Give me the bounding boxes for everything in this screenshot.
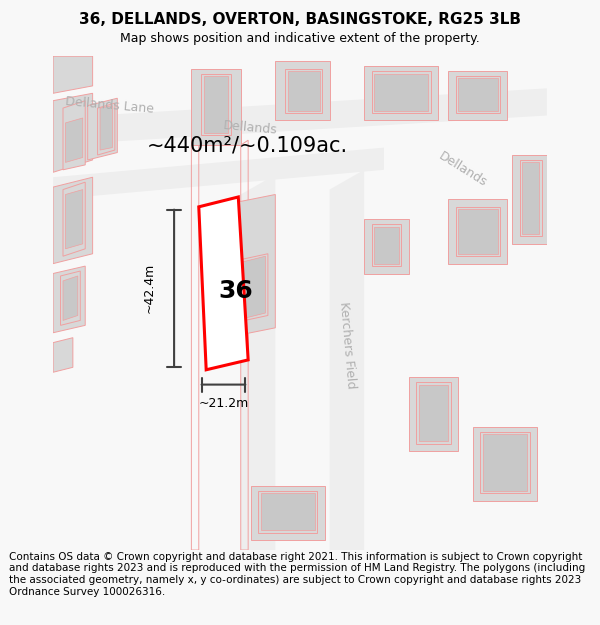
Polygon shape	[448, 71, 508, 121]
Text: Dellands Lane: Dellands Lane	[65, 95, 155, 116]
Polygon shape	[241, 175, 275, 550]
Polygon shape	[100, 106, 112, 150]
Polygon shape	[53, 177, 92, 264]
Polygon shape	[480, 431, 530, 493]
Polygon shape	[275, 61, 329, 121]
Polygon shape	[204, 76, 229, 132]
Polygon shape	[482, 434, 527, 491]
Polygon shape	[329, 170, 364, 550]
Polygon shape	[63, 276, 78, 321]
Polygon shape	[458, 209, 497, 254]
Polygon shape	[285, 69, 322, 113]
Polygon shape	[53, 56, 92, 93]
Polygon shape	[473, 426, 537, 501]
Polygon shape	[63, 101, 85, 170]
Text: 36: 36	[218, 279, 253, 302]
Polygon shape	[374, 227, 399, 264]
Polygon shape	[251, 486, 325, 540]
Polygon shape	[98, 103, 115, 155]
Polygon shape	[65, 189, 83, 249]
Polygon shape	[374, 74, 428, 111]
Polygon shape	[236, 256, 265, 321]
Polygon shape	[455, 76, 500, 113]
Polygon shape	[233, 254, 268, 323]
Text: Map shows position and indicative extent of the property.: Map shows position and indicative extent…	[120, 32, 480, 45]
Text: 36, DELLANDS, OVERTON, BASINGSTOKE, RG25 3LB: 36, DELLANDS, OVERTON, BASINGSTOKE, RG25…	[79, 11, 521, 26]
Text: Kerchers Field: Kerchers Field	[337, 301, 357, 389]
Polygon shape	[520, 160, 542, 236]
Polygon shape	[512, 155, 547, 244]
Polygon shape	[371, 224, 401, 266]
Polygon shape	[364, 66, 438, 121]
Polygon shape	[416, 382, 451, 444]
Text: ~440m²/~0.109ac.: ~440m²/~0.109ac.	[147, 135, 348, 155]
Polygon shape	[65, 118, 83, 162]
Polygon shape	[364, 219, 409, 274]
Text: Dellands: Dellands	[223, 119, 278, 137]
Polygon shape	[419, 384, 448, 441]
Polygon shape	[260, 493, 315, 530]
Polygon shape	[201, 74, 231, 135]
Polygon shape	[53, 338, 73, 372]
Polygon shape	[226, 194, 275, 338]
Polygon shape	[409, 377, 458, 451]
Polygon shape	[63, 182, 85, 256]
Polygon shape	[522, 162, 539, 234]
Polygon shape	[199, 197, 248, 370]
Text: ~21.2m: ~21.2m	[199, 397, 248, 410]
Polygon shape	[287, 71, 320, 111]
Polygon shape	[53, 88, 547, 145]
Text: Dellands: Dellands	[436, 150, 490, 190]
Polygon shape	[53, 148, 384, 199]
Polygon shape	[455, 207, 500, 256]
Text: Contains OS data © Crown copyright and database right 2021. This information is : Contains OS data © Crown copyright and d…	[9, 552, 585, 597]
Text: ~42.4m: ~42.4m	[143, 263, 156, 314]
Polygon shape	[61, 271, 80, 326]
Polygon shape	[458, 79, 497, 111]
Polygon shape	[448, 199, 508, 264]
Polygon shape	[53, 93, 92, 172]
Polygon shape	[191, 69, 241, 145]
Polygon shape	[258, 491, 317, 532]
Polygon shape	[88, 98, 118, 160]
Polygon shape	[371, 71, 431, 113]
Polygon shape	[53, 266, 85, 332]
